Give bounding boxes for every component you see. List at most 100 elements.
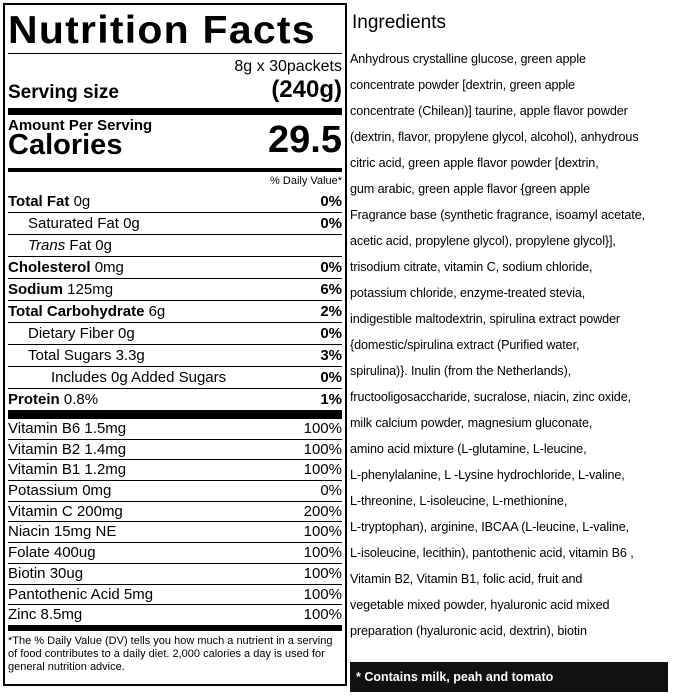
nutrient-row: Cholesterol 0mg 0% xyxy=(8,256,342,278)
nutrient: Total Carbohydrate 6g xyxy=(8,301,165,322)
nutrient-name: Includes 0g Added Sugars xyxy=(51,369,227,386)
daily-value: 0% xyxy=(320,193,342,210)
vitamin-list: Vitamin B6 1.5mg 100% Vitamin B2 1.4mg 100%… xyxy=(8,419,342,625)
vitamin-name: Zinc 8.5mg xyxy=(8,606,83,624)
ingredient-line: {domestic/spirulina extract (Purified wa… xyxy=(350,338,580,352)
vitamin-row: Zinc 8.5mg 100% xyxy=(8,604,342,625)
vitamin-row: Vitamin B6 1.5mg 100% xyxy=(8,419,342,439)
daily-value: 100% xyxy=(303,606,342,624)
ingredient-line: (dextrin, flavor, propylene glycol, alco… xyxy=(350,130,639,144)
nutrition-label: Nutrition Facts 8g x 30packets Serving s… xyxy=(3,3,347,686)
ingredient-line: citric acid, green apple flavor powder [… xyxy=(350,156,599,170)
nutrient-name: Total Fat xyxy=(8,193,70,210)
vitamin-row: Pantothenic Acid 5mg 100% xyxy=(8,583,342,605)
vitamin-row: Potassium 0mg 0% xyxy=(8,480,342,501)
ingredient-line: acetic acid, propylene glycol), propylen… xyxy=(350,234,616,248)
calories: 29.5 xyxy=(268,119,342,161)
vitamin-name: Niacin 15mg NE xyxy=(8,523,117,541)
ingredient-line: gum arabic, green apple flavor {green ap… xyxy=(350,182,591,196)
allergen-note: * Contains milk, peah and tomato xyxy=(350,662,668,692)
daily-value: 200% xyxy=(303,502,342,520)
nutrient-list: Total Fat 0g 0% Saturated Fat 0g 0% Trans Fa… xyxy=(8,191,342,410)
vitamin-name: Vitamin B1 1.2mg xyxy=(8,461,127,479)
nutrient-row: Sodium 125mg 6% xyxy=(8,278,342,300)
ingredient-line: indigestible maltodextrin, spirulina ext… xyxy=(350,312,621,326)
nutrient: Trans Fat 0g xyxy=(8,235,112,256)
daily-value: 100% xyxy=(303,523,342,541)
vitamin-row: Niacin 15mg NE 100% xyxy=(8,521,342,542)
vitamin-row: Vitamin B2 1.4mg 100% xyxy=(8,438,342,460)
nutrient-row: Protein 0.8% 1% xyxy=(8,388,342,410)
ingredient-line: concentrate powder [dextrin, green apple xyxy=(350,78,575,92)
ingredient-line: potassium chloride, enzyme-treated stevi… xyxy=(350,286,586,300)
daily-value: 2% xyxy=(320,303,342,320)
calories-label: Calories xyxy=(8,129,123,161)
nutrient: Dietary Fiber 0g xyxy=(8,323,135,344)
ingredient-line: L-threonine, L-isoleucine, L-methionine, xyxy=(350,494,568,508)
footnote: *The % Daily Value (DV) tells you how mu… xyxy=(8,634,333,673)
nutrient-row: Trans Fat 0g xyxy=(8,234,342,256)
ingredient-line: Fragrance base (synthetic fragrance, iso… xyxy=(350,208,645,222)
serving-size: (240g) xyxy=(271,76,342,103)
daily-value: 100% xyxy=(303,564,342,582)
nutrient-amount: 0mg xyxy=(94,259,124,276)
daily-value: 0% xyxy=(320,259,342,276)
nutrient: Total Sugars 3.3g xyxy=(8,345,145,366)
servings: 8g x 30packets xyxy=(234,58,342,75)
nutrient-name: Sodium xyxy=(8,281,63,298)
vitamin-name: Vitamin C 200mg xyxy=(8,502,123,520)
ingredient-line: fructooligosaccharide, sucralose, niacin… xyxy=(350,390,632,404)
vitamin-name: Potassium 0mg xyxy=(8,482,112,500)
nutrient-name-italic: Trans xyxy=(28,237,66,254)
ingredient-line: trisodium citrate, vitamin C, sodium chl… xyxy=(350,260,593,274)
ingredient-lines: Anhydrous crystalline glucose, green app… xyxy=(350,46,675,644)
daily-value: 0% xyxy=(320,369,342,386)
nutrient-name: Cholesterol xyxy=(8,259,91,276)
nutrient-amount: 0g xyxy=(123,215,140,232)
nutrient-row: Total Carbohydrate 6g 2% xyxy=(8,300,342,322)
ingredient-line: L-tryptophan), arginine, IBCAA (L-leucin… xyxy=(350,520,630,534)
nutrient-amount: 125mg xyxy=(67,281,114,298)
nutrient-name: Total Carbohydrate xyxy=(8,303,145,320)
nutrient: Saturated Fat 0g xyxy=(8,213,140,234)
vitamin-row: Vitamin B1 1.2mg 100% xyxy=(8,459,342,480)
daily-value: 0% xyxy=(320,325,342,342)
label-title: Nutrition Facts xyxy=(8,9,316,52)
nutrient: Includes 0g Added Sugars xyxy=(8,367,226,388)
daily-value: 0% xyxy=(320,215,342,232)
daily-value: 1% xyxy=(320,391,342,408)
nutrient: Total Fat 0g xyxy=(8,191,90,212)
nutrient-row: Includes 0g Added Sugars 0% xyxy=(8,366,342,388)
nutrient-row: Saturated Fat 0g 0% xyxy=(8,212,342,234)
nutrient: Protein 0.8% xyxy=(8,389,98,410)
nutrient-name: Total Sugars xyxy=(28,347,112,364)
nutrient: Cholesterol 0mg xyxy=(8,257,124,278)
nutrient-name: Protein xyxy=(8,391,60,408)
nutrient-amount: 0g xyxy=(118,325,135,342)
vitamin-row: Vitamin C 200mg 200% xyxy=(8,500,342,522)
nutrient-row: Dietary Fiber 0g 0% xyxy=(8,322,342,344)
vitamin-name: Folate 400ug xyxy=(8,544,96,562)
ingredient-line: L-isoleucine, lecithin), pantothenic aci… xyxy=(350,546,634,560)
nutrient-name: Fat xyxy=(69,237,92,254)
vitamin-row: Biotin 30ug 100% xyxy=(8,562,342,584)
vitamin-name: Pantothenic Acid 5mg xyxy=(8,585,154,603)
nutrient-amount: 0g xyxy=(73,193,91,210)
ingredients: Ingredients Anhydrous crystalline glucos… xyxy=(350,12,675,644)
nutrient-name: Dietary Fiber xyxy=(28,325,114,342)
ingredients-title: Ingredients xyxy=(352,12,447,33)
vitamin-name: Biotin 30ug xyxy=(8,564,84,582)
ingredient-line: Vitamin B2, Vitamin B1, folic acid, frui… xyxy=(350,572,583,586)
nutrient-row: Total Fat 0g 0% xyxy=(8,191,342,212)
nutrient-name: Saturated Fat xyxy=(28,215,119,232)
nutrient: Sodium 125mg xyxy=(8,279,113,300)
ingredient-line: preparation (hyaluronic acid, dextrin), … xyxy=(350,624,587,638)
daily-value-header: % Daily Value* xyxy=(270,175,342,187)
ingredient-line: spirulina)}. Inulin (from the Netherland… xyxy=(350,364,572,378)
ingredient-line: amino acid mixture (L-glutamine, L-leuci… xyxy=(350,442,587,456)
ingredient-line: vegetable mixed powder, hyaluronic acid … xyxy=(350,598,610,612)
daily-value: 100% xyxy=(303,420,342,437)
daily-value: 100% xyxy=(303,440,342,458)
daily-value: 100% xyxy=(303,585,342,603)
vitamin-row: Folate 400ug 100% xyxy=(8,542,342,563)
